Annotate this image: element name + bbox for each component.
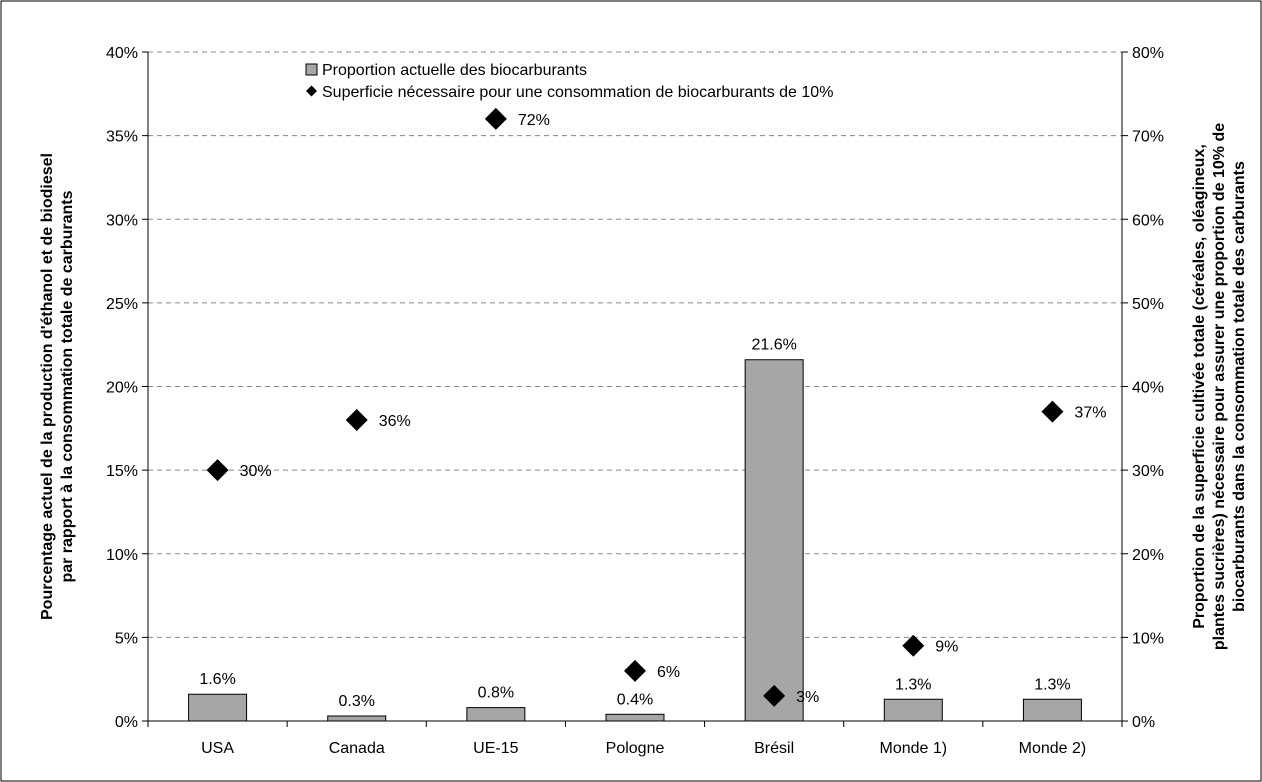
- x-tick-label: UE-15: [473, 740, 518, 757]
- left-tick-label: 15%: [106, 463, 138, 480]
- bar: [883, 698, 943, 722]
- marker-value-label: 6%: [657, 664, 680, 681]
- diamond-marker: [763, 684, 786, 707]
- left-tick-label: 35%: [106, 129, 138, 146]
- marker-value-label: 9%: [935, 639, 958, 656]
- right-tick-label: 0%: [1132, 714, 1155, 731]
- bar: [327, 715, 387, 722]
- marker-value-label: 37%: [1074, 405, 1106, 422]
- diamond-marker: [902, 634, 925, 657]
- right-tick-label: 80%: [1132, 45, 1164, 62]
- axes: 0% 5% 10% 15% 20% 25% 30% 35% 40% 0% 10% 20% 30% 40% 5…: [106, 45, 1164, 757]
- x-tick-label: Monde 2): [1019, 740, 1087, 757]
- legend-bar-swatch: [305, 63, 318, 76]
- left-axis-title-line: par rapport à la consommation totale de …: [59, 190, 76, 582]
- bar: [1022, 698, 1082, 722]
- x-tick-label: Pologne: [606, 740, 665, 757]
- right-tick-label: 10%: [1132, 630, 1164, 647]
- right-tick-label: 40%: [1132, 380, 1164, 397]
- x-tick-label: Monde 1): [879, 740, 947, 757]
- bar-value-label: 0.3%: [338, 693, 374, 710]
- bar-value-label: 1.3%: [895, 676, 931, 693]
- diamond-marker: [206, 459, 229, 482]
- diamond-marker: [345, 408, 368, 431]
- x-tick-label: USA: [201, 740, 234, 757]
- legend-bar-label: Proportion actuelle des biocarburants: [322, 62, 587, 79]
- bar: [188, 693, 248, 722]
- right-tick-label: 30%: [1132, 463, 1164, 480]
- right-tick-label: 60%: [1132, 212, 1164, 229]
- x-tick-label: Brésil: [754, 740, 794, 757]
- axis-titles: Pourcentage actuel de la production d'ét…: [39, 123, 1248, 650]
- marker-value-label: 30%: [240, 463, 272, 480]
- bar: [605, 713, 665, 722]
- diamond-marker: [484, 107, 507, 130]
- bar-value-label: 0.8%: [478, 685, 514, 702]
- left-tick-label: 20%: [106, 380, 138, 397]
- bar-value-label: 1.6%: [199, 671, 235, 688]
- diamond-marker: [624, 659, 646, 682]
- legend-diamond-swatch: [306, 85, 317, 97]
- bar-value-label: 0.4%: [617, 691, 653, 708]
- left-tick-label: 25%: [106, 296, 138, 313]
- gridlines: [148, 51, 1122, 638]
- scatter-series: [206, 107, 1064, 707]
- left-tick-label: 30%: [106, 212, 138, 229]
- left-axis-title-line: Pourcentage actuel de la production d'ét…: [39, 153, 56, 620]
- left-tick-label: 0%: [115, 714, 138, 731]
- right-tick-label: 50%: [1132, 296, 1164, 313]
- right-axis-title-line: plantes sucrières) nécessaire pour assur…: [1211, 123, 1228, 650]
- left-tick-label: 5%: [115, 630, 138, 647]
- right-axis-title: Proportion de la superficie cultivée tot…: [1191, 123, 1248, 650]
- right-axis-title-line: Proportion de la superficie cultivée tot…: [1191, 144, 1208, 629]
- legend-diamond-label: Superficie nécessaire pour une consommat…: [322, 84, 833, 101]
- marker-value-label: 36%: [379, 413, 411, 430]
- right-tick-label: 70%: [1132, 129, 1164, 146]
- x-tick-label: Canada: [329, 740, 385, 757]
- bar: [466, 707, 526, 722]
- left-axis-title: Pourcentage actuel de la production d'ét…: [39, 153, 76, 620]
- data-labels: 1.6% 0.3% 0.8% 0.4% 21.6% 1.3% 1.3% 30% 36% 72% 6%…: [199, 112, 1106, 710]
- legend: Proportion actuelle des biocarburants Sup…: [305, 62, 833, 101]
- marker-value-label: 3%: [796, 689, 819, 706]
- marker-value-label: 72%: [518, 112, 550, 129]
- bar: [744, 359, 804, 722]
- right-axis-title-line: biocarburants dans la consommation total…: [1231, 161, 1248, 612]
- left-tick-label: 10%: [106, 547, 138, 564]
- left-tick-label: 40%: [106, 45, 138, 62]
- diamond-marker: [1041, 400, 1064, 423]
- bar-value-label: 1.3%: [1034, 676, 1070, 693]
- right-tick-label: 20%: [1132, 547, 1164, 564]
- bar-value-label: 21.6%: [751, 337, 796, 354]
